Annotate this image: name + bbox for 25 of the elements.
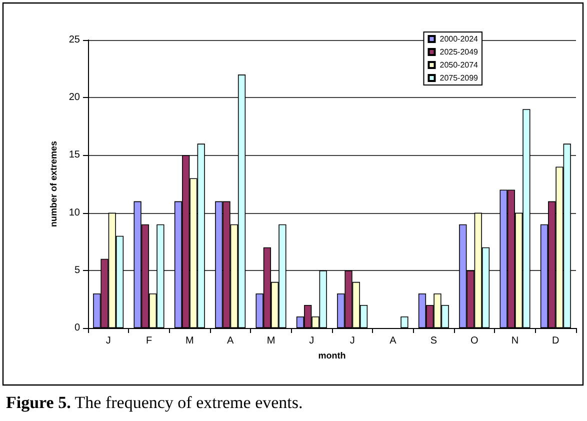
x-tick-label: M — [266, 336, 276, 346]
y-tick-label: 0 — [74, 322, 80, 334]
x-tick-label: O — [470, 336, 478, 346]
x-axis-title: month — [318, 350, 346, 360]
x-tick-label: S — [430, 336, 438, 346]
x-tick-label: M — [185, 336, 194, 346]
x-tick-label: D — [552, 336, 560, 346]
x-tick-label: F — [146, 336, 152, 346]
x-tick-label: J — [309, 336, 314, 346]
legend-label: 2050-2074 — [440, 60, 479, 70]
x-tick-label: A — [390, 336, 397, 346]
y-tick-label: 20 — [68, 92, 80, 104]
caption: Figure 5. The frequency of extreme events. — [6, 393, 303, 412]
y-axis-title: number of extremes — [48, 140, 58, 228]
legend-label: 2000-2024 — [440, 34, 479, 44]
x-tick-label: J — [106, 336, 111, 346]
x-tick-label: A — [226, 336, 234, 346]
y-tick-label: 15 — [68, 150, 80, 161]
y-tick-label: 5 — [74, 264, 80, 276]
legend-label: 2025-2049 — [440, 48, 479, 56]
x-tick-label: N — [511, 336, 519, 346]
legend-label: 2075-2099 — [440, 74, 479, 82]
y-tick-label: 10 — [68, 207, 80, 218]
y-tick-label: 25 — [68, 34, 80, 46]
x-tick-label: J — [350, 336, 355, 346]
